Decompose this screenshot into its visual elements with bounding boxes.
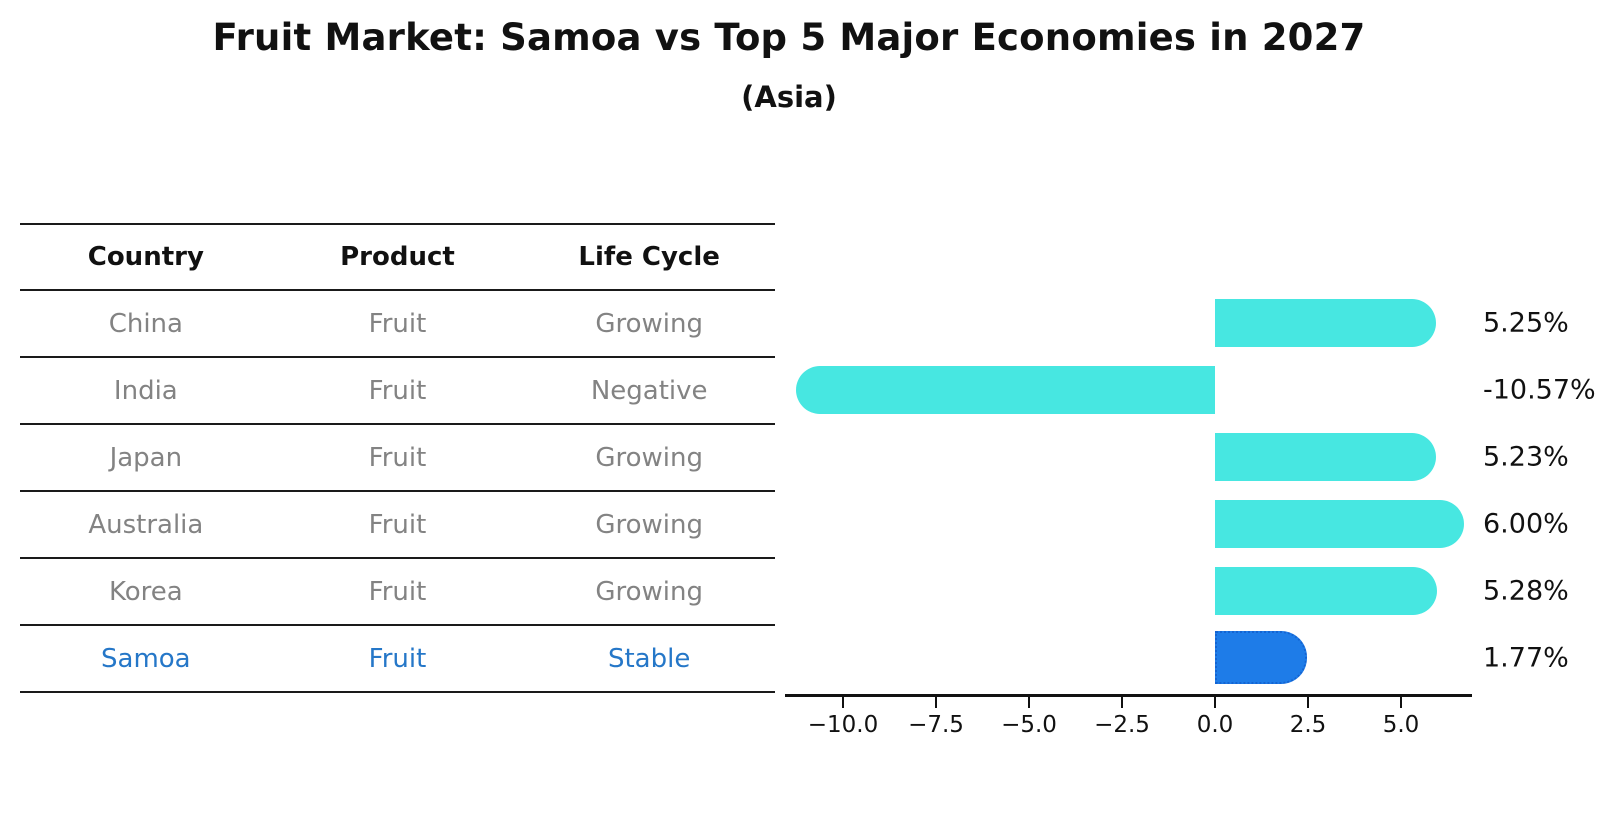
cell-product: Fruit xyxy=(271,625,524,693)
table-header-row: Country Product Life Cycle xyxy=(20,223,775,291)
chart-subtitle: (Asia) xyxy=(741,80,837,114)
cell-country: Japan xyxy=(20,424,272,492)
bar-korea xyxy=(1215,566,1438,615)
cell-product: Fruit xyxy=(271,290,524,358)
x-tick-mark xyxy=(1307,697,1309,708)
col-header-country: Country xyxy=(20,223,272,291)
cell-product: Fruit xyxy=(271,357,524,425)
table-row-india: India Fruit Negative xyxy=(20,357,775,425)
cell-country: Australia xyxy=(20,491,272,559)
x-axis-line xyxy=(785,694,1472,697)
cell-life-cycle: Growing xyxy=(523,424,775,492)
x-tick-mark xyxy=(1121,697,1123,708)
x-tick-label: 5.0 xyxy=(1382,712,1420,738)
table-row-samoa: Samoa Fruit Stable xyxy=(20,625,775,693)
bar-japan xyxy=(1215,432,1436,481)
x-tick-mark xyxy=(935,697,937,708)
col-header-life-cycle: Life Cycle xyxy=(523,223,775,291)
value-label-australia: 6.00% xyxy=(1483,508,1569,539)
bar-samoa xyxy=(1215,631,1307,684)
cell-life-cycle: Negative xyxy=(523,357,775,425)
bar-australia xyxy=(1215,499,1465,548)
value-label-samoa: 1.77% xyxy=(1483,642,1569,673)
col-header-product: Product xyxy=(271,223,524,291)
table-row-australia: Australia Fruit Growing xyxy=(20,491,775,559)
cell-life-cycle: Growing xyxy=(523,558,775,626)
value-label-japan: 5.23% xyxy=(1483,441,1569,472)
table-row-korea: Korea Fruit Growing xyxy=(20,558,775,626)
x-tick-mark xyxy=(1400,697,1402,708)
cell-life-cycle: Stable xyxy=(523,625,775,693)
x-tick-label: −2.5 xyxy=(1094,712,1150,738)
bar-india xyxy=(795,365,1215,414)
value-label-korea: 5.28% xyxy=(1483,575,1569,606)
country-table: Country Product Life Cycle China Fruit Gro… xyxy=(20,223,775,693)
cell-life-cycle: Growing xyxy=(523,290,775,358)
bar-china xyxy=(1215,298,1437,347)
x-tick-mark xyxy=(842,697,844,708)
x-tick-mark xyxy=(1028,697,1030,708)
cell-product: Fruit xyxy=(271,558,524,626)
cell-product: Fruit xyxy=(271,491,524,559)
x-tick-label: −7.5 xyxy=(908,712,964,738)
table-body: China Fruit Growing India Fruit Negative Japan… xyxy=(20,290,775,693)
cell-country: India xyxy=(20,357,272,425)
table-row-china: China Fruit Growing xyxy=(20,290,775,358)
cell-country: China xyxy=(20,290,272,358)
table-header: Country Product Life Cycle xyxy=(20,223,775,291)
x-tick-label: 2.5 xyxy=(1289,712,1327,738)
x-tick-mark xyxy=(1214,697,1216,708)
table-row-japan: Japan Fruit Growing xyxy=(20,424,775,492)
cell-country: Korea xyxy=(20,558,272,626)
value-label-india: -10.57% xyxy=(1483,374,1596,405)
x-tick-label: −10.0 xyxy=(807,712,879,738)
cell-country: Samoa xyxy=(20,625,272,693)
cell-life-cycle: Growing xyxy=(523,491,775,559)
x-tick-label: 0.0 xyxy=(1196,712,1234,738)
chart-title: Fruit Market: Samoa vs Top 5 Major Econo… xyxy=(212,16,1366,59)
cell-product: Fruit xyxy=(271,424,524,492)
x-tick-label: −5.0 xyxy=(1001,712,1057,738)
value-label-china: 5.25% xyxy=(1483,307,1569,338)
